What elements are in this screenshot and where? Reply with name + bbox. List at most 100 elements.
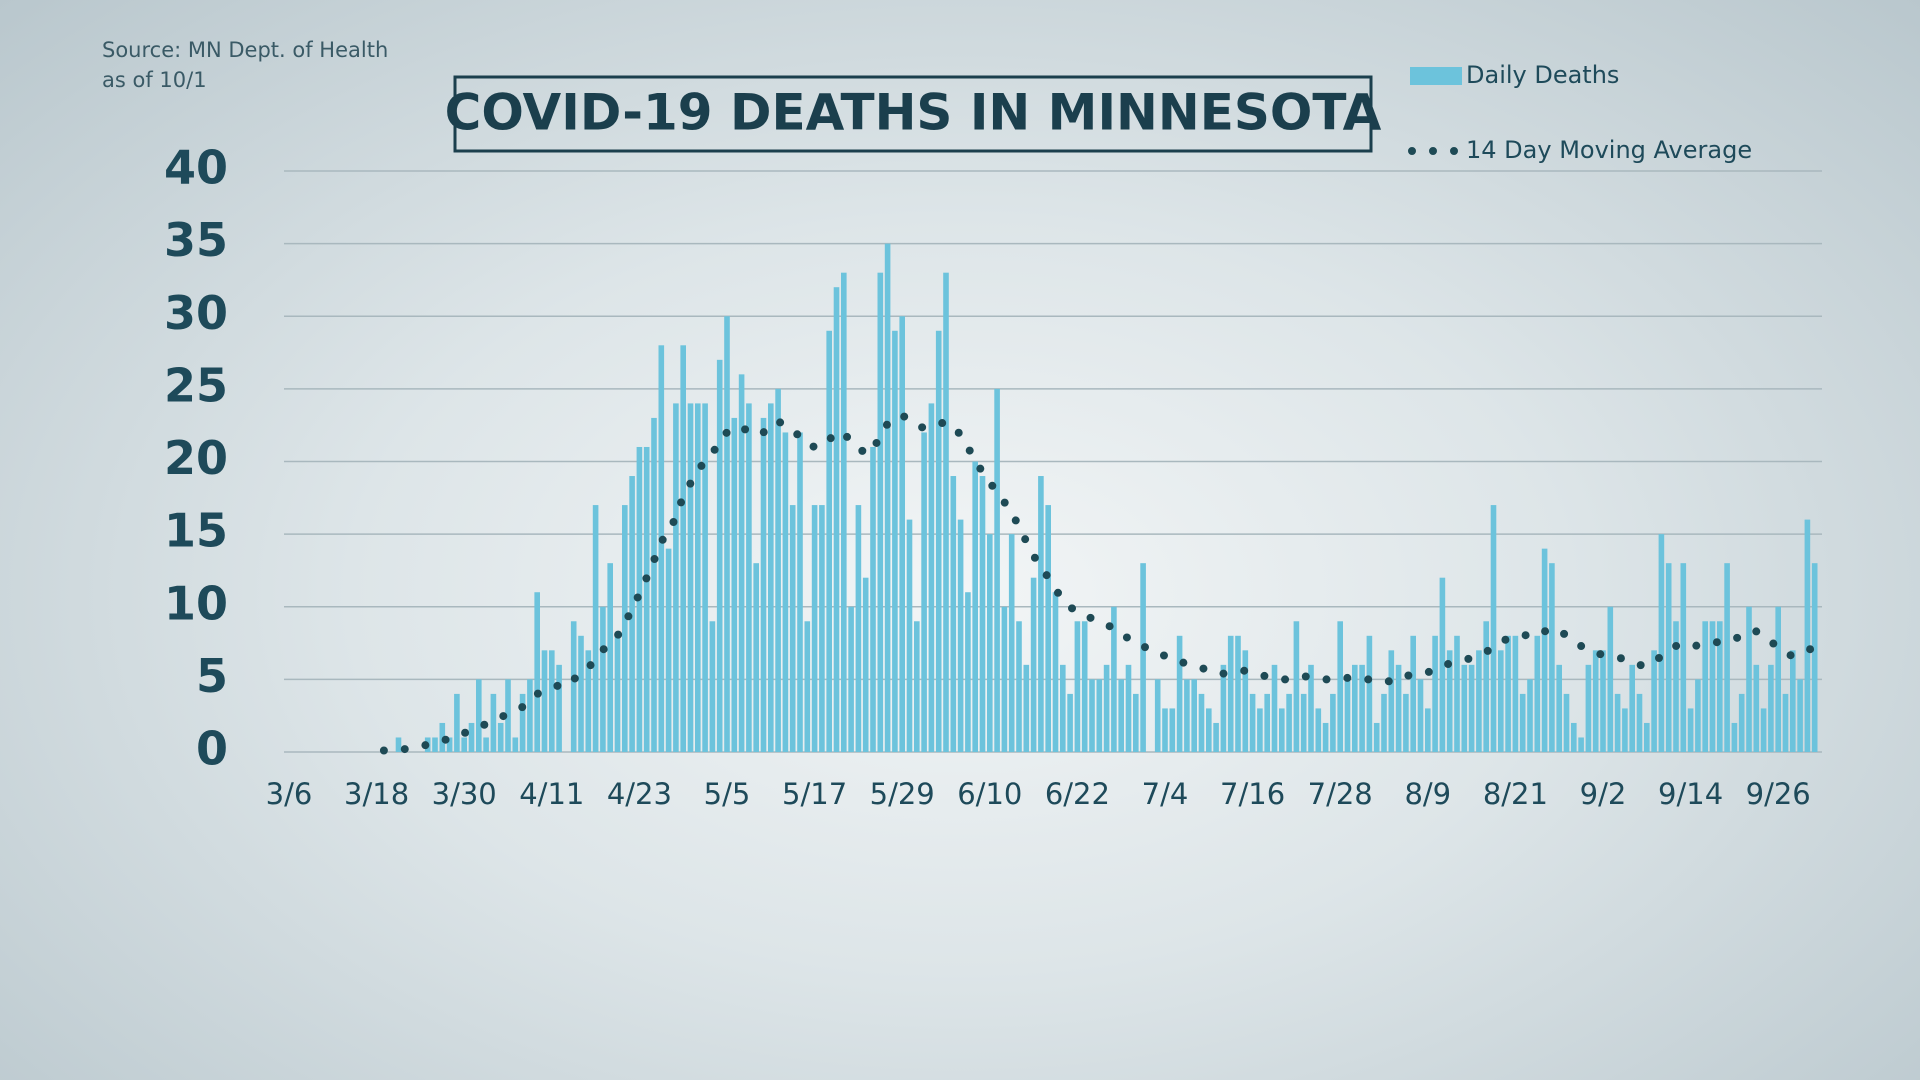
bar — [775, 388, 781, 752]
bar — [1468, 664, 1475, 752]
bar — [1388, 650, 1395, 752]
x-tick-label: 3/6 — [266, 777, 313, 811]
bar — [1811, 563, 1818, 752]
bar — [614, 635, 621, 752]
bar — [497, 722, 504, 752]
y-tick-label: 5 — [196, 649, 228, 703]
bar — [892, 330, 898, 752]
bar — [461, 737, 467, 752]
bar — [1680, 563, 1687, 752]
bar — [1527, 679, 1533, 752]
bar — [1717, 621, 1723, 752]
bar — [1308, 664, 1314, 752]
bar — [519, 693, 526, 752]
bar — [1133, 693, 1139, 752]
bar — [826, 330, 832, 752]
bar — [483, 737, 489, 752]
bar — [1271, 664, 1278, 752]
bar — [1592, 650, 1599, 752]
bar — [965, 592, 971, 752]
bar — [797, 432, 803, 752]
bar — [1665, 563, 1672, 752]
bar — [1235, 635, 1241, 752]
bar — [1775, 606, 1781, 752]
bar — [1030, 577, 1037, 752]
bar — [1600, 650, 1606, 752]
bar — [855, 505, 862, 752]
bar — [687, 403, 694, 752]
bar — [1038, 476, 1044, 752]
bar — [1687, 708, 1694, 752]
bar — [928, 403, 935, 752]
bar — [1790, 650, 1796, 752]
bar — [848, 606, 854, 752]
bar — [643, 446, 650, 752]
bar — [1563, 693, 1570, 752]
bar — [1279, 708, 1285, 752]
bar — [1760, 708, 1767, 752]
title-box — [453, 75, 1373, 153]
bar — [1461, 664, 1468, 752]
bar — [935, 330, 942, 752]
bar — [1264, 693, 1270, 752]
x-tick-label: 6/22 — [1045, 777, 1110, 811]
bar — [1395, 664, 1402, 752]
bar — [665, 548, 672, 752]
x-tick-label: 7/28 — [1308, 777, 1373, 811]
bar — [454, 693, 460, 752]
bar — [673, 403, 679, 752]
bar — [1140, 563, 1146, 752]
y-tick-label: 10 — [164, 576, 228, 630]
bar — [972, 461, 978, 752]
y-tick-label: 25 — [164, 358, 228, 412]
bar — [1352, 664, 1358, 752]
bar — [899, 316, 905, 752]
bar — [505, 679, 511, 752]
bar — [1410, 635, 1416, 752]
bar — [1242, 650, 1249, 752]
bar — [1001, 606, 1008, 752]
x-tick-label: 5/29 — [870, 777, 935, 811]
bar — [789, 505, 796, 752]
bar — [600, 606, 606, 752]
bar — [1198, 693, 1205, 752]
bar — [1169, 708, 1176, 752]
bar — [1709, 621, 1716, 752]
bar — [476, 679, 482, 752]
bar — [1439, 577, 1446, 752]
bar — [1804, 519, 1811, 752]
bar — [1622, 708, 1628, 752]
bar — [1651, 650, 1657, 752]
bar — [1060, 664, 1066, 752]
bar — [1373, 722, 1380, 752]
bar — [1096, 679, 1103, 752]
bar — [680, 345, 686, 752]
x-tick-label: 9/14 — [1658, 777, 1723, 811]
x-tick-label: 5/17 — [782, 777, 847, 811]
bar — [1585, 664, 1592, 752]
x-tick-label: 8/9 — [1404, 777, 1451, 811]
bar — [1330, 693, 1336, 752]
bar — [1731, 722, 1738, 752]
bar — [1227, 635, 1234, 752]
bar — [921, 432, 927, 752]
bar — [490, 693, 497, 752]
bar — [1476, 650, 1482, 752]
bar — [1490, 505, 1497, 752]
bar — [862, 577, 869, 752]
bar — [578, 635, 584, 752]
bar — [950, 476, 957, 752]
bar — [987, 534, 993, 752]
bar — [1746, 606, 1752, 752]
bar — [592, 505, 599, 752]
bar — [1111, 606, 1117, 752]
bar — [1008, 534, 1015, 752]
bar — [811, 505, 818, 752]
bar — [1519, 693, 1526, 752]
bar — [1118, 679, 1124, 752]
bar — [994, 388, 1000, 752]
bar — [1052, 592, 1059, 752]
bar — [1074, 621, 1081, 752]
bar — [1768, 664, 1774, 752]
